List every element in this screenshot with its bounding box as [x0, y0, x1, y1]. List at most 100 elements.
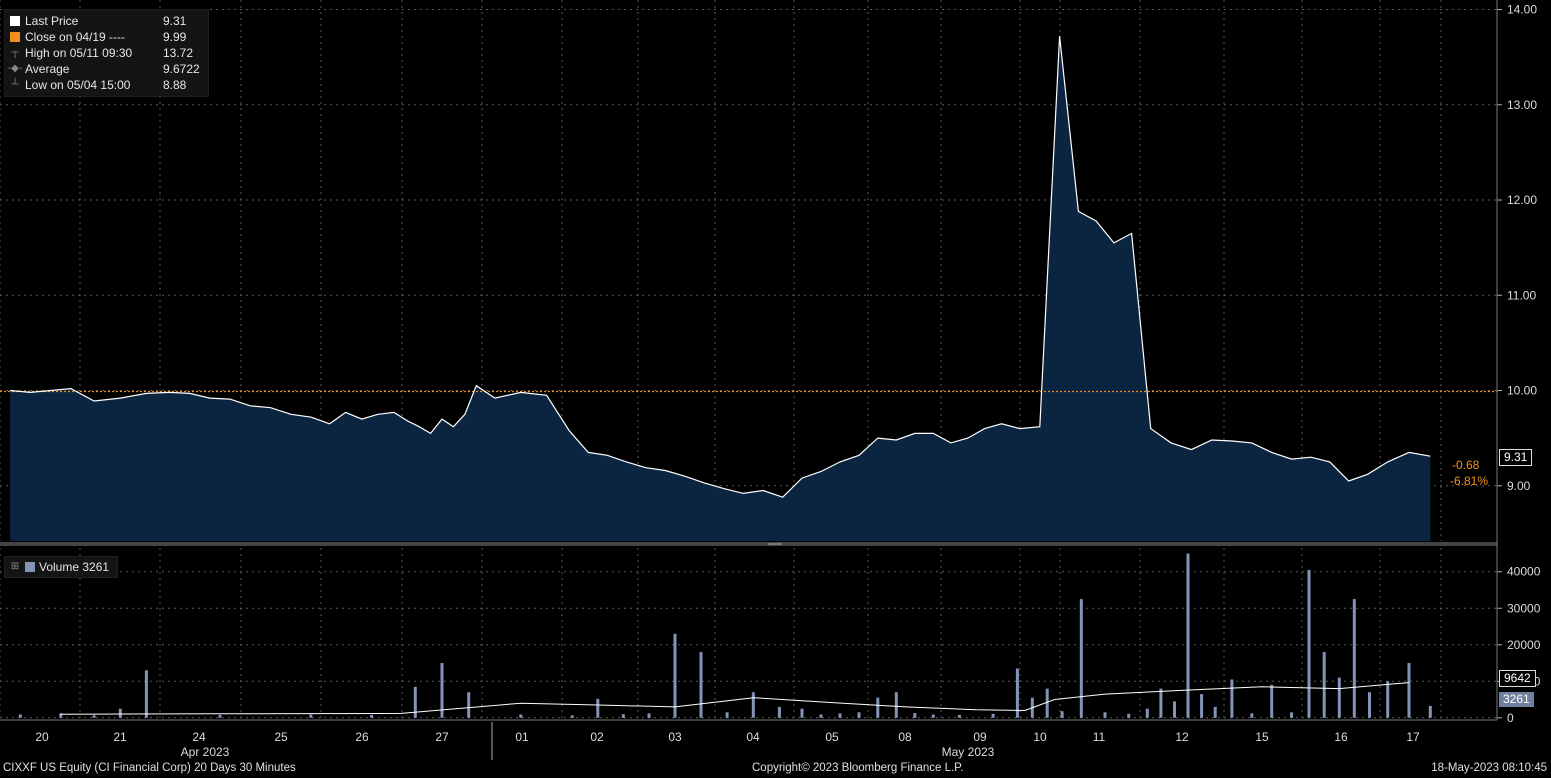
last-price-tag: 9.31: [1499, 449, 1533, 466]
x-tick-label: 02: [590, 730, 604, 744]
price-legend: Last Price 9.31 Close on 04/19 ---- 9.99…: [4, 9, 209, 97]
volume-bar: [1230, 679, 1234, 718]
volume-bar: [777, 706, 781, 718]
y-tick-label: 0: [1507, 711, 1514, 725]
volume-bar: [440, 663, 444, 718]
volume-bar: [1103, 712, 1107, 718]
last-price-line: [10, 36, 1431, 498]
y-tick-label: 40000: [1507, 565, 1541, 579]
y-tick-label: 14.00: [1507, 3, 1537, 17]
x-tick-label: 26: [355, 730, 369, 744]
x-tick-label: 15: [1255, 730, 1269, 744]
volume-bar: [144, 670, 148, 718]
price-change: -0.68: [1452, 458, 1480, 472]
x-tick-label: 08: [898, 730, 912, 744]
volume-square-icon: [25, 562, 35, 572]
x-tick-label: 12: [1175, 730, 1189, 744]
volume-bar: [1213, 706, 1217, 718]
volume-bar: [118, 708, 122, 718]
volume-bar: [1290, 712, 1294, 718]
volume-bar: [1352, 599, 1356, 718]
volume-bar: [957, 714, 961, 718]
x-tick-label: 16: [1334, 730, 1348, 744]
x-tick-label: 17: [1406, 730, 1420, 744]
volume-bar: [894, 692, 898, 718]
volume-average-line: [60, 682, 1410, 715]
volume-average-tag: 9642: [1499, 670, 1536, 687]
volume-bar: [92, 715, 96, 718]
volume-bar: [1015, 668, 1019, 718]
volume-bar: [370, 714, 374, 718]
x-month-label: Apr 2023: [181, 745, 230, 759]
volume-bar: [1428, 705, 1432, 718]
volume-bar: [309, 714, 313, 718]
volume-bar: [876, 697, 880, 718]
x-tick-label: 03: [668, 730, 682, 744]
legend-item-average[interactable]: -◆- Average 9.6722: [7, 62, 200, 76]
x-tick-label: 05: [825, 730, 839, 744]
expand-icon[interactable]: ⊞: [10, 561, 20, 572]
legend-item-low[interactable]: ┴ Low on 05/04 15:00 8.88: [9, 77, 200, 93]
price-area-fill: [10, 36, 1431, 541]
y-tick-label: 12.00: [1507, 193, 1537, 207]
volume-bar: [931, 714, 935, 718]
volume-legend: ⊞ Volume 3261: [4, 556, 119, 578]
footer-copyright: Copyright© 2023 Bloomberg Finance L.P.: [752, 762, 964, 774]
volume-bar: [570, 715, 574, 718]
volume-bar: [991, 713, 995, 718]
volume-bar: [596, 698, 600, 718]
volume-bar: [838, 713, 842, 718]
volume-bar: [1386, 681, 1390, 718]
volume-bar: [857, 712, 861, 718]
y-tick-label: 30000: [1507, 601, 1541, 615]
footer-timestamp: 18-May-2023 08:10:45: [1431, 762, 1547, 774]
average-marker-icon: -◆-: [7, 63, 23, 74]
volume-bar: [467, 692, 471, 718]
volume-bar: [1159, 688, 1163, 718]
price-change-percent: -6.81%: [1450, 474, 1489, 488]
white-square-icon: [10, 16, 20, 26]
x-tick-label: 11: [1093, 730, 1106, 744]
volume-bar: [1337, 677, 1341, 718]
volume-bar: [621, 714, 625, 718]
x-tick-label: 04: [746, 730, 760, 744]
x-tick-label: 25: [274, 730, 288, 744]
volume-bar: [699, 652, 703, 718]
x-tick-label: 20: [35, 730, 49, 744]
legend-item-close[interactable]: Close on 04/19 ---- 9.99: [9, 29, 200, 45]
y-tick-label: 13.00: [1507, 98, 1537, 112]
legend-item-last-price[interactable]: Last Price 9.31: [9, 13, 200, 29]
volume-grid: [0, 548, 1497, 720]
volume-bar: [218, 714, 222, 718]
x-tick-label: 10: [1033, 730, 1047, 744]
y-tick-label: 10.00: [1507, 384, 1537, 398]
x-tick-label: 24: [192, 730, 206, 744]
price-y-axis: 9.00 10.00 11.00 12.00 13.00 14.00: [1497, 3, 1537, 493]
volume-bar: [751, 692, 755, 718]
x-month-label: May 2023: [942, 745, 995, 759]
volume-bar: [519, 714, 523, 718]
volume-bar: [1145, 708, 1149, 718]
footer-security: CIXXF US Equity (CI Financial Corp) 20 D…: [3, 762, 296, 774]
high-marker-icon: ┬: [11, 47, 19, 58]
y-tick-label: 20000: [1507, 638, 1541, 652]
x-axis: 20 21 24 25 26 27 01 02 03 04 05 08 09 10 11 12 15 16 17 Ap…: [35, 722, 1420, 760]
volume-bar: [673, 633, 677, 718]
volume-bar: [1173, 701, 1176, 718]
x-tick-label: 21: [113, 730, 127, 744]
volume-bar: [1127, 713, 1131, 718]
volume-bar: [913, 713, 917, 718]
legend-item-high[interactable]: ┬ High on 05/11 09:30 13.72: [9, 45, 200, 61]
volume-last-tag: 3261: [1499, 692, 1534, 707]
x-tick-label: 27: [435, 730, 449, 744]
volume-bar: [1407, 663, 1411, 718]
volume-bar: [59, 713, 63, 718]
y-tick-label: 11.00: [1507, 288, 1536, 302]
volume-bar: [800, 708, 804, 718]
volume-bar: [1045, 688, 1049, 718]
low-marker-icon: ┴: [11, 79, 19, 90]
y-tick-label: 9.00: [1507, 479, 1531, 493]
x-tick-label: 01: [515, 730, 529, 744]
legend-item-volume[interactable]: ⊞ Volume 3261: [10, 560, 110, 574]
